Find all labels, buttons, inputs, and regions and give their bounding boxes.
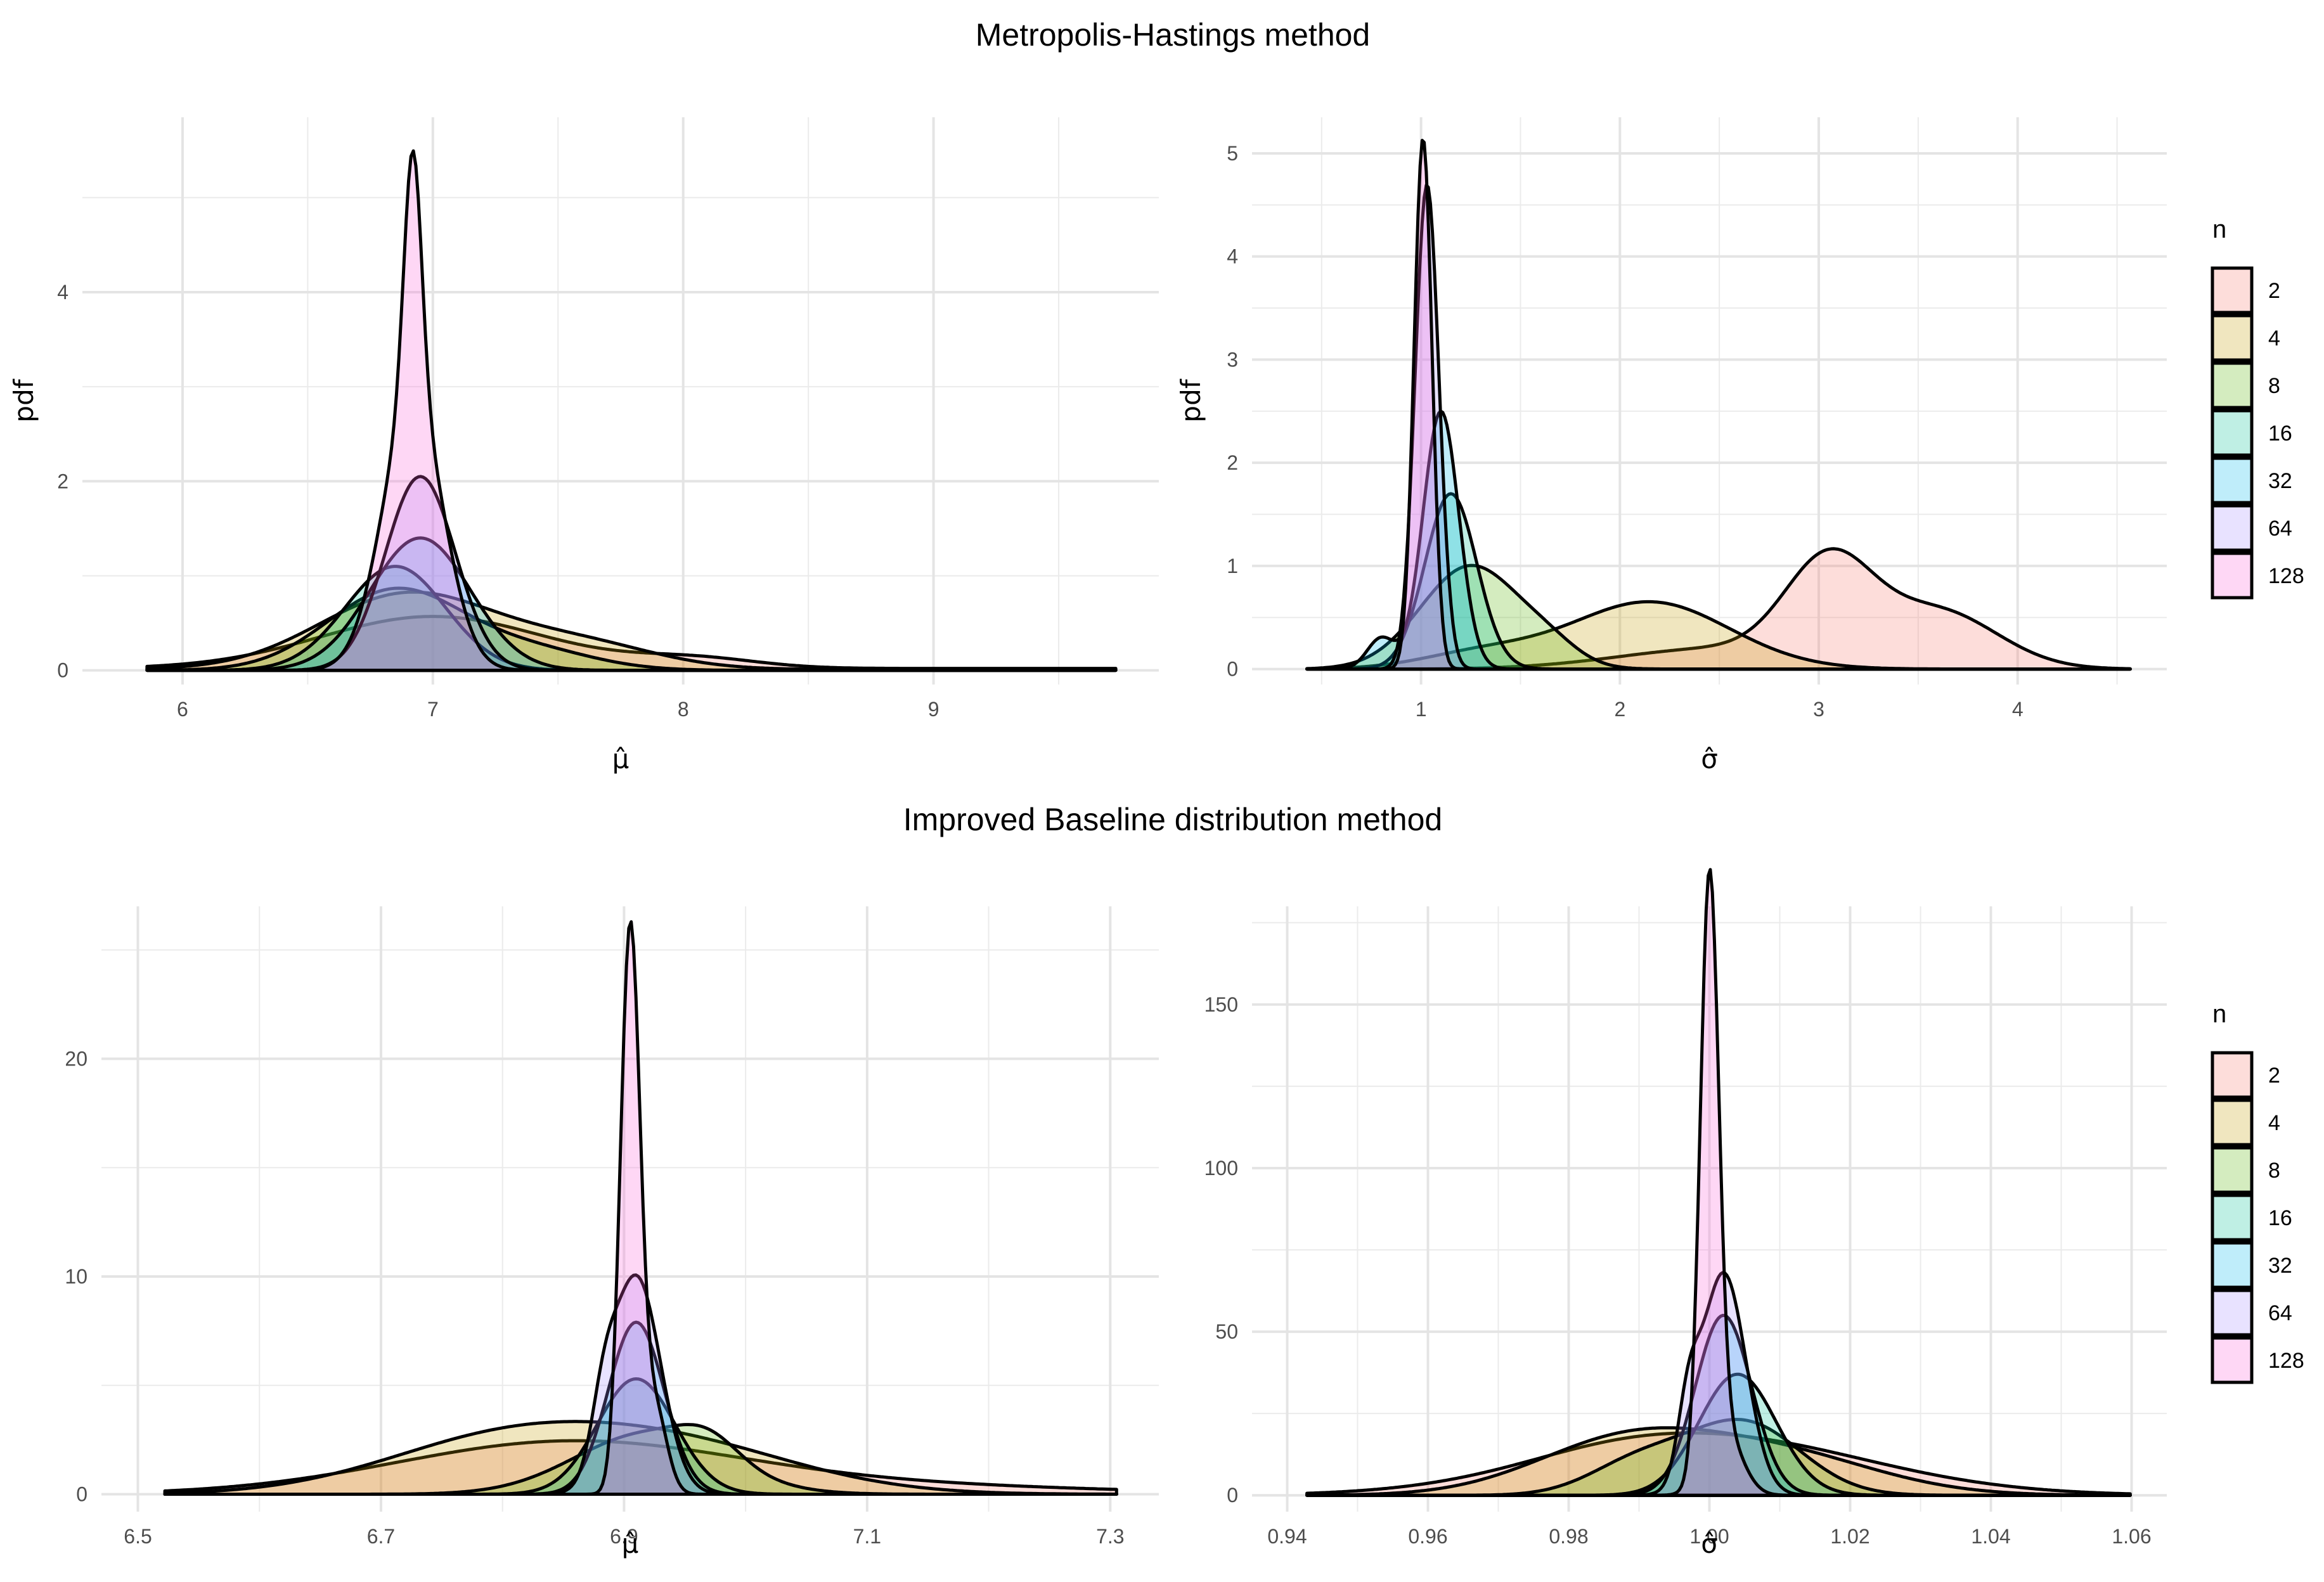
y-tick-label: 20 [65,1047,87,1070]
legend-key-n-128 [2211,551,2254,600]
x-tick-label: 1.02 [1830,1525,1869,1548]
x-tick-label: 0.96 [1408,1525,1447,1548]
y-axis-title: pdf [8,378,39,422]
panel-mh-sigma: 1 2 3 4 0 1 2 3 4 5 σ̂ pdf [1175,117,2167,775]
y-tick-label: 4 [57,281,68,304]
density-n-2 [1305,1431,2132,1497]
legend-key-n-4 [2211,1098,2254,1147]
x-tick-label: 1.06 [2112,1525,2151,1548]
y-tick-label: 4 [1227,245,1238,268]
x-tick-label: 1.04 [1971,1525,2010,1548]
density-n-128 [1305,139,2132,671]
y-tick-label: 0 [1227,658,1238,681]
y-tick-label: 3 [1227,348,1238,371]
legend-key-n-128 [2211,1336,2254,1384]
x-tick-label: 6.7 [367,1525,395,1548]
density-n-128 [163,920,1118,1496]
x-tick-label: 1.00 [1689,1525,1729,1548]
y-tick-label: 50 [1215,1320,1238,1343]
density-n-4 [1305,1426,2132,1497]
x-tick-label: 6.9 [610,1525,638,1548]
legend-key-n-64 [2211,504,2254,552]
y-tick-label: 10 [65,1265,87,1288]
y-tick-label: 2 [57,470,68,492]
legend-key-n-16 [2211,409,2254,457]
y-tick-label: 150 [1204,993,1238,1016]
x-tick-label: 7.3 [1096,1525,1124,1548]
density-n-128 [1305,868,2132,1497]
legend-label-n-128: 128 [2268,1349,2304,1373]
x-tick-label: 0.98 [1549,1525,1588,1548]
legend-label-n-128: 128 [2268,564,2304,588]
x-tick-label: 9 [928,698,939,721]
legend-key-n-8 [2211,1146,2254,1194]
legend-top: n 2 4 8 16 32 64 128 [2211,215,2304,600]
legend-title: n [2212,1000,2226,1028]
legend-label-n-4: 4 [2268,326,2280,350]
panel-ib-sigma: 0.94 0.96 0.98 1.00 1.02 1.04 1.06 0 50 100 150 σ̂ [1204,868,2167,1559]
x-tick-label: 1 [1416,698,1427,721]
y-tick-label: 2 [1227,451,1238,474]
legend-label-n-32: 32 [2268,469,2292,493]
x-axis-title: μ̂ [622,1528,639,1559]
legend-label-n-8: 8 [2268,1159,2280,1183]
legend-key-n-16 [2211,1193,2254,1242]
legend-key-n-4 [2211,314,2254,362]
x-tick-label: 7.1 [853,1525,881,1548]
x-tick-label: 6.5 [124,1525,152,1548]
x-tick-label: 4 [2012,698,2024,721]
legend-title: n [2212,215,2226,243]
y-tick-label: 0 [1227,1484,1238,1507]
panel-ib-mu: 6.5 6.7 6.9 7.1 7.3 0 10 20 μ̂ [65,906,1159,1559]
legend-key-n-2 [2211,266,2254,314]
density-n-4 [163,1420,1118,1496]
x-axis-title: μ̂ [612,743,629,775]
y-tick-label: 1 [1227,555,1238,577]
x-tick-label: 2 [1614,698,1625,721]
legend-key-n-8 [2211,361,2254,409]
legend-label-n-64: 64 [2268,1301,2292,1325]
x-tick-label: 7 [427,698,439,721]
legend-label-n-16: 16 [2268,421,2292,446]
density-n-128 [145,149,1118,672]
x-tick-label: 8 [678,698,689,721]
y-tick-label: 0 [76,1483,87,1506]
x-tick-label: 3 [1813,698,1824,721]
legend-label-n-32: 32 [2268,1254,2292,1278]
legend-key-n-32 [2211,456,2254,505]
legend-bottom: n 2 4 8 16 32 64 128 [2211,1000,2304,1384]
y-axis-title: pdf [1175,378,1206,422]
y-tick-label: 5 [1227,142,1238,165]
legend-label-n-2: 2 [2268,1064,2280,1088]
legend-label-n-8: 8 [2268,374,2280,398]
x-axis-title: σ̂ [1701,743,1718,775]
x-tick-label: 6 [177,698,188,721]
x-tick-label: 0.94 [1267,1525,1307,1548]
legend-label-n-2: 2 [2268,279,2280,303]
legend-label-n-16: 16 [2268,1206,2292,1230]
y-tick-label: 0 [57,659,68,682]
legend-key-n-32 [2211,1241,2254,1289]
legend-label-n-64: 64 [2268,517,2292,541]
legend-label-n-4: 4 [2268,1111,2280,1135]
section-title-top: Metropolis-Hastings method [976,17,1371,53]
legend-key-n-64 [2211,1289,2254,1337]
y-tick-label: 100 [1204,1157,1238,1180]
legend-key-n-2 [2211,1051,2254,1099]
section-title-bottom: Improved Baseline distribution method [903,802,1442,837]
panel-mh-mu: 6 7 8 9 0 2 4 μ̂ pdf [8,117,1159,775]
x-axis-title: σ̂ [1701,1528,1718,1559]
